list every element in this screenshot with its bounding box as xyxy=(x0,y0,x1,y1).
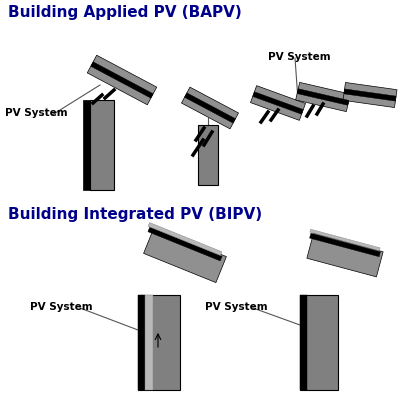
Polygon shape xyxy=(297,89,349,105)
Bar xyxy=(198,125,218,185)
Polygon shape xyxy=(181,87,238,129)
Polygon shape xyxy=(148,222,222,256)
Bar xyxy=(145,295,153,390)
Polygon shape xyxy=(344,89,396,101)
Text: Building Applied PV (BAPV): Building Applied PV (BAPV) xyxy=(8,5,242,20)
Polygon shape xyxy=(91,62,153,98)
Polygon shape xyxy=(307,233,383,277)
Polygon shape xyxy=(185,93,235,123)
Bar xyxy=(138,295,180,390)
Text: PV System: PV System xyxy=(5,108,68,118)
Bar xyxy=(90,100,114,190)
Polygon shape xyxy=(310,229,380,251)
Polygon shape xyxy=(144,228,226,283)
Text: PV System: PV System xyxy=(205,302,268,312)
Bar xyxy=(83,100,90,190)
Text: PV System: PV System xyxy=(268,52,331,62)
Polygon shape xyxy=(253,92,303,114)
Polygon shape xyxy=(87,55,157,105)
Text: Building Integrated PV (BIPV): Building Integrated PV (BIPV) xyxy=(8,207,262,222)
Polygon shape xyxy=(343,83,397,108)
Bar xyxy=(300,295,307,390)
Bar xyxy=(138,295,145,390)
Polygon shape xyxy=(310,233,380,257)
Bar xyxy=(300,295,338,390)
Polygon shape xyxy=(148,227,222,261)
Text: PV System: PV System xyxy=(30,302,93,312)
Polygon shape xyxy=(251,85,306,120)
Polygon shape xyxy=(296,82,350,112)
